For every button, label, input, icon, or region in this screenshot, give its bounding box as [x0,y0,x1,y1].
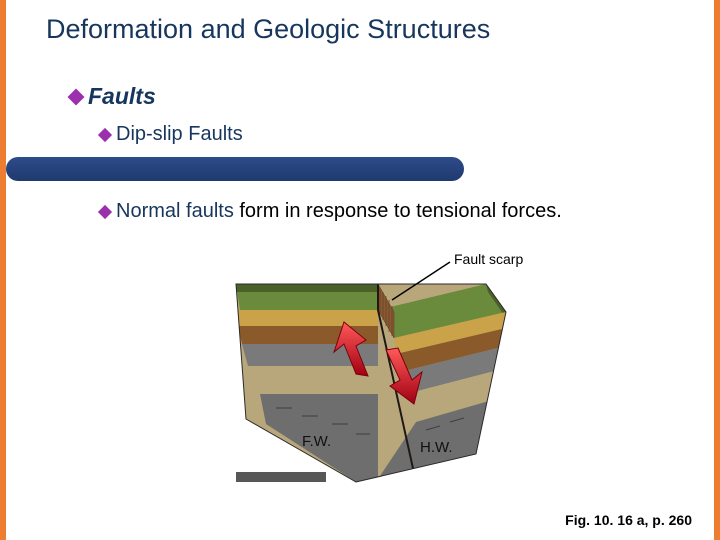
bullet-level-1: Faults [70,83,156,110]
bullet-text: Dip-slip Faults [116,123,243,146]
bullet-lead: Normal faults [116,200,239,222]
label-footwall: F.W. [302,433,331,450]
slide-title: Deformation and Geologic Structures [46,14,490,45]
slide-surface: Deformation and Geologic Structures Faul… [6,0,714,540]
bullet-level-2: Dip-slip Faults [100,123,243,146]
fault-diagram: Fault scarp F.W. H.W. [206,244,524,484]
bullet-rest: form in response to tensional forces. [239,200,561,222]
fault-diagram-svg: Fault scarp F.W. H.W. [206,244,524,484]
label-fault-scarp: Fault scarp [454,251,523,267]
figure-copyright-bar [236,472,326,482]
diamond-bullet-icon [68,88,85,105]
figure-caption: Fig. 10. 16 a, p. 260 [565,512,692,528]
diamond-bullet-icon [98,204,112,218]
bullet-level-3: Normal faults form in response to tensio… [100,200,562,223]
label-hanging-wall: H.W. [420,439,453,456]
bullet-text: Faults [88,83,156,110]
bullet-text: Normal faults form in response to tensio… [116,200,562,223]
title-underline-bar [6,157,464,181]
diamond-bullet-icon [98,127,112,141]
